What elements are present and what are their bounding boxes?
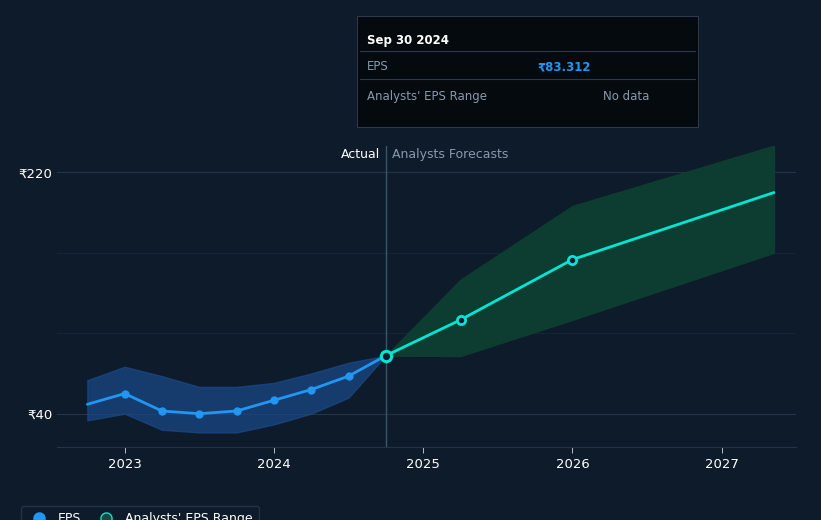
Point xyxy=(155,407,168,415)
Point xyxy=(342,372,355,380)
Point xyxy=(379,352,392,360)
Point xyxy=(230,407,243,415)
Point xyxy=(566,255,579,264)
Point xyxy=(268,396,281,405)
Point xyxy=(305,385,318,394)
Text: Analysts Forecasts: Analysts Forecasts xyxy=(392,148,508,161)
Text: EPS: EPS xyxy=(367,60,388,73)
Point xyxy=(379,352,392,360)
Text: Actual: Actual xyxy=(341,148,380,161)
Point xyxy=(118,389,131,398)
Text: ₹83.312: ₹83.312 xyxy=(538,60,591,73)
Point xyxy=(454,316,467,324)
Text: Sep 30 2024: Sep 30 2024 xyxy=(367,34,449,47)
Text: No data: No data xyxy=(603,89,649,103)
Point xyxy=(193,410,206,418)
Text: Analysts' EPS Range: Analysts' EPS Range xyxy=(367,89,487,103)
Legend: EPS, Analysts' EPS Range: EPS, Analysts' EPS Range xyxy=(21,506,259,520)
